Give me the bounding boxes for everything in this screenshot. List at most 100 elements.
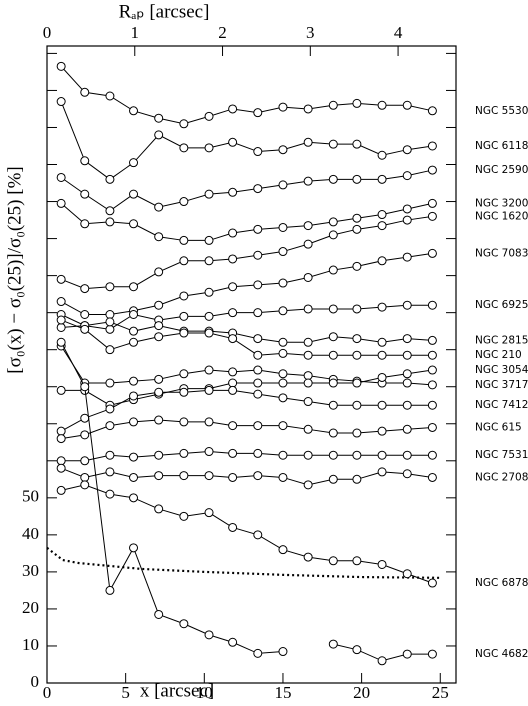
data-point — [179, 417, 189, 427]
data-point — [204, 111, 214, 121]
data-point — [228, 254, 238, 264]
data-point — [377, 100, 387, 110]
data-point — [328, 174, 338, 184]
series-line — [60, 319, 433, 356]
data-point — [105, 91, 115, 101]
data-point — [303, 304, 313, 314]
data-point — [328, 474, 338, 484]
data-point — [352, 400, 362, 410]
data-point — [204, 143, 214, 153]
series-label: NGC 6878 — [475, 577, 528, 589]
series-label: NGC 6118 — [475, 140, 528, 152]
series-label: NGC 7531 — [475, 449, 528, 461]
data-point — [427, 248, 437, 258]
data-point — [253, 378, 263, 388]
series-label: NGC 615 — [475, 421, 522, 433]
data-point — [328, 217, 338, 227]
data-point — [253, 308, 263, 318]
series-line — [60, 252, 433, 316]
data-point — [352, 224, 362, 234]
data-point — [402, 424, 412, 434]
x2-tick-label: 0 — [43, 23, 52, 42]
data-point — [402, 334, 412, 344]
data-point — [377, 337, 387, 347]
data-point — [278, 378, 288, 388]
data-point — [154, 471, 164, 481]
series-label: NGC 2590 — [475, 164, 528, 176]
series-label: NGC 2815 — [475, 334, 528, 346]
data-point — [56, 322, 66, 332]
x-tick-label: 5 — [121, 683, 130, 702]
data-point — [204, 417, 214, 427]
x-tick-label: 10 — [196, 683, 213, 702]
data-point — [204, 287, 214, 297]
data-point — [56, 434, 66, 444]
x2-tick-label: 3 — [306, 23, 315, 42]
data-point — [377, 256, 387, 266]
data-point — [154, 267, 164, 277]
data-point — [154, 113, 164, 123]
data-point — [204, 447, 214, 457]
data-point — [352, 139, 362, 149]
data-point — [56, 385, 66, 395]
data-point — [278, 472, 288, 482]
data-point — [179, 448, 189, 458]
x-axis-label: x [arcsec] — [140, 680, 214, 701]
data-point — [80, 480, 90, 490]
data-point — [352, 261, 362, 271]
data-point — [105, 206, 115, 216]
data-point — [303, 397, 313, 407]
data-point — [328, 639, 338, 649]
series-line — [61, 451, 433, 462]
data-point — [402, 215, 412, 225]
data-point — [129, 310, 139, 320]
data-point — [56, 274, 66, 284]
data-point — [56, 61, 66, 71]
data-point — [154, 300, 164, 310]
series-line — [60, 314, 433, 343]
data-point — [204, 365, 214, 375]
data-point — [253, 250, 263, 260]
x2-tick-label: 2 — [218, 23, 227, 42]
data-point — [80, 456, 90, 466]
data-point — [352, 334, 362, 344]
data-point — [402, 204, 412, 214]
data-point — [204, 256, 214, 266]
y-tick-label: 20 — [22, 598, 39, 617]
data-point — [105, 489, 115, 499]
data-point — [105, 310, 115, 320]
data-point — [154, 415, 164, 425]
data-point — [129, 472, 139, 482]
series-label: NGC 6925 — [475, 299, 528, 311]
data-point — [204, 385, 214, 395]
data-point — [377, 372, 387, 382]
series-line — [60, 342, 433, 662]
data-point — [80, 413, 90, 423]
data-point — [204, 189, 214, 199]
data-point — [278, 180, 288, 190]
data-point — [303, 350, 313, 360]
data-point — [328, 556, 338, 566]
data-point — [129, 337, 139, 347]
data-point — [80, 324, 90, 334]
series-label: NGC 5530 — [475, 105, 528, 117]
data-point — [129, 452, 139, 462]
data-point — [179, 511, 189, 521]
data-point — [105, 421, 115, 431]
data-point — [253, 421, 263, 431]
data-point — [56, 97, 66, 107]
data-point — [427, 380, 437, 390]
data-point — [204, 328, 214, 338]
data-point — [56, 463, 66, 473]
data-point — [154, 321, 164, 331]
data-point — [253, 471, 263, 481]
data-point — [253, 147, 263, 157]
data-point — [228, 187, 238, 197]
data-point — [204, 630, 214, 640]
data-point — [328, 450, 338, 460]
series-label: NGC 1620 — [475, 210, 528, 222]
data-point — [80, 310, 90, 320]
data-point — [228, 367, 238, 377]
